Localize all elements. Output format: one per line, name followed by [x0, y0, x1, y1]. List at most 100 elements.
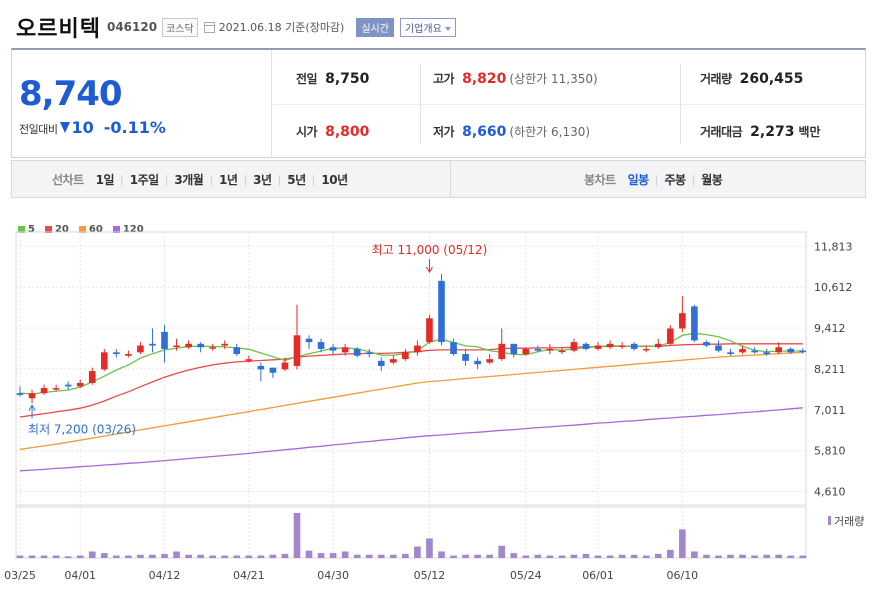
volume-bar [137, 554, 144, 558]
volume-bar [666, 549, 674, 558]
volume-bar [787, 555, 795, 558]
volume-bar [293, 513, 301, 558]
period-3m[interactable]: 3개월 [174, 172, 204, 187]
toolbar-divider [450, 161, 451, 197]
candle-chart-label: 봉차트 [584, 172, 616, 187]
current-price: 8,740 [19, 74, 123, 114]
y-tick-label: 7,011 [814, 404, 846, 417]
candle-body [137, 345, 144, 353]
volume-bar [582, 553, 590, 558]
candle-body [317, 342, 325, 349]
candle-body [654, 343, 662, 348]
candle-body [390, 359, 397, 363]
candle-body [64, 384, 72, 387]
volume-bar [679, 529, 686, 558]
volume-plot-frame [15, 506, 807, 559]
volume-bar [594, 555, 602, 558]
volume-bar [739, 554, 746, 558]
trade-amount: 거래대금 2,273 백만 [700, 123, 821, 140]
period-10y[interactable]: 10년 [321, 172, 348, 187]
line-chart-periods: 선차트 1일 | 1주일 | 3개월 | 1년 | 3년 | 5년 | 10년 [52, 172, 348, 187]
candle-body [739, 348, 746, 353]
realtime-button[interactable]: 실시간 [356, 17, 394, 37]
low-value: 8,660 [462, 124, 507, 140]
period-5y[interactable]: 5년 [287, 172, 306, 187]
candle-body [474, 360, 481, 365]
ma-legend: 5 20 60 120 [18, 224, 154, 235]
y-tick-label: 10,612 [814, 281, 853, 294]
x-tick-label: 06/01 [582, 569, 614, 582]
candle-body [715, 345, 722, 351]
volume-bar [233, 555, 241, 558]
open-label: 시가 [296, 125, 318, 139]
candle-body [799, 350, 807, 353]
candle-body [88, 371, 96, 383]
candle-monthly[interactable]: 월봉 [701, 172, 723, 187]
volume-bar [510, 553, 518, 558]
candle-body [233, 347, 241, 355]
candle-body [606, 343, 614, 348]
candle-body [197, 343, 204, 348]
candle-body [691, 306, 698, 341]
candle-weekly[interactable]: 주봉 [664, 172, 686, 187]
candle-body [594, 345, 602, 349]
volume-bar [113, 555, 120, 558]
volume-legend-label: 거래량 [834, 515, 864, 528]
candle-daily[interactable]: 일봉 [627, 172, 650, 187]
row-divider [273, 104, 865, 105]
legend-swatch [112, 226, 120, 233]
volume-bar [474, 554, 481, 558]
volume-bar [727, 554, 734, 558]
x-tick-label: 03/25 [4, 569, 36, 582]
high-price: 고가 8,820 (상한가 11,350) [433, 70, 598, 87]
period-1y[interactable]: 1년 [219, 172, 238, 187]
max-price-annotation: 최고 11,000 (05/12) [372, 243, 488, 257]
candle-body [100, 352, 108, 370]
period-3y[interactable]: 3년 [253, 172, 272, 187]
volume-bar [269, 554, 277, 558]
volume-bar [703, 554, 710, 558]
x-tick-label: 04/30 [317, 569, 349, 582]
y-tick-label: 9,412 [814, 322, 846, 335]
candle-body [630, 343, 638, 349]
candle-body [618, 345, 626, 348]
volume-bar [16, 555, 24, 558]
candle-body [450, 342, 457, 355]
ma60-line [19, 351, 803, 450]
legend-swatch [18, 226, 25, 233]
candle-body [173, 345, 180, 348]
y-tick-label: 8,211 [814, 363, 846, 376]
candle-body [281, 362, 289, 370]
candle-body [426, 318, 433, 343]
y-tick-label: 4,610 [814, 486, 846, 499]
candle-body [642, 348, 650, 351]
volume-bar [281, 553, 289, 558]
candle-body [534, 348, 542, 351]
volume-bar [438, 551, 445, 558]
company-info-dropdown[interactable]: 기업개요 [399, 17, 456, 37]
legend-ma60: 60 [78, 224, 103, 235]
volume-label: 거래량 [700, 72, 732, 86]
volume-bar [88, 551, 96, 558]
legend-swatch [44, 226, 52, 233]
candle-body [113, 352, 120, 355]
legend-swatch [78, 226, 86, 233]
candle-body [329, 347, 337, 351]
candle-body [341, 347, 349, 353]
volume-bar [317, 553, 325, 558]
period-1d[interactable]: 1일 [95, 172, 115, 187]
candle-body [245, 359, 253, 361]
volume-bar [185, 554, 192, 558]
max-arrow-icon [426, 266, 433, 274]
volume-bar [799, 555, 807, 558]
amount-unit: 백만 [798, 125, 821, 139]
change-row: 전일대비 10 -0.11% [19, 118, 166, 137]
volume-bar [305, 550, 313, 558]
min-arrow-icon [28, 404, 36, 411]
candle-body [293, 335, 301, 366]
candle-body [414, 345, 421, 353]
period-1w[interactable]: 1주일 [129, 172, 159, 187]
chart-toolbar: 선차트 1일 | 1주일 | 3개월 | 1년 | 3년 | 5년 | 10년 봉차트 일봉… [11, 160, 866, 198]
calendar-icon [203, 21, 215, 33]
